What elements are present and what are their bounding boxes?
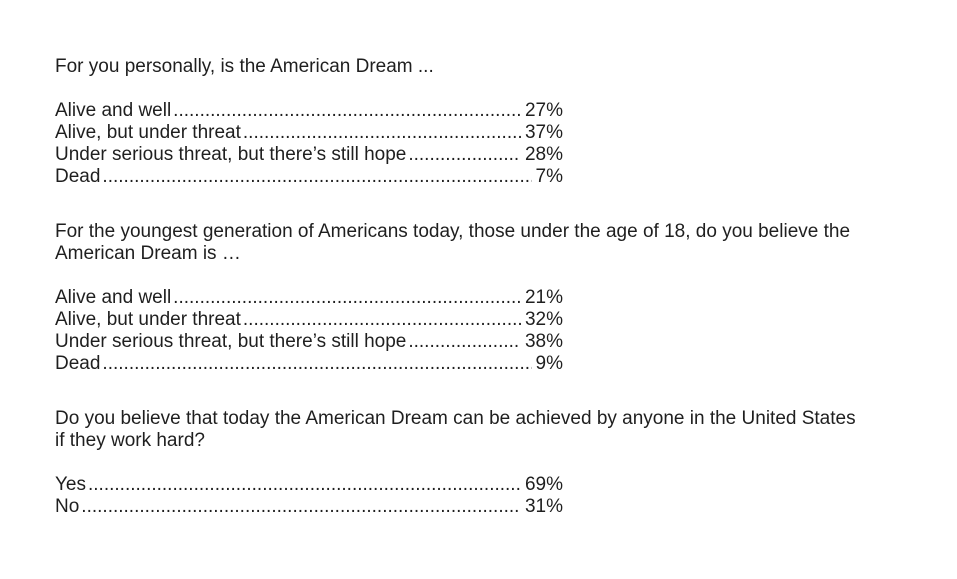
option-row: Alive and well 27% [55, 100, 563, 122]
dot-leader [171, 100, 521, 122]
option-label: Under serious threat, but there’s still … [55, 331, 407, 352]
dot-leader [241, 309, 521, 331]
option-row: No 31% [55, 496, 563, 518]
question-text: For the youngest generation of Americans… [55, 221, 851, 264]
option-row: Alive, but under threat 37% [55, 122, 563, 144]
option-label: Dead [55, 166, 101, 187]
option-row: Dead 9% [55, 353, 563, 375]
option-row: Yes 69% [55, 474, 563, 496]
option-label: Under serious threat, but there’s still … [55, 144, 407, 165]
option-label: Alive, but under threat [55, 122, 241, 143]
option-row: Under serious threat, but there’s still … [55, 331, 563, 353]
option-label: Dead [55, 353, 101, 374]
option-label: Alive and well [55, 287, 172, 308]
option-value: 21% [524, 287, 563, 308]
option-label: Yes [55, 474, 86, 495]
option-value: 38% [524, 331, 563, 352]
dot-leader [406, 144, 521, 166]
option-label: Alive and well [55, 100, 172, 121]
question-block-3: Do you believe that today the American D… [55, 408, 917, 518]
option-value: 7% [535, 166, 563, 187]
option-value: 32% [524, 309, 563, 330]
option-value: 31% [524, 496, 563, 517]
dot-leader [171, 287, 521, 309]
dot-leader [86, 474, 521, 496]
dot-leader [100, 353, 531, 375]
option-row: Alive and well 21% [55, 287, 563, 309]
question-block-2: For the youngest generation of Americans… [55, 221, 917, 375]
dot-leader [406, 331, 521, 353]
option-value: 69% [524, 474, 563, 495]
dot-leader [100, 166, 531, 188]
question-block-1: For you personally, is the American Drea… [55, 56, 917, 188]
options-list: Yes 69% No 31% [55, 474, 563, 518]
option-row: Dead 7% [55, 166, 563, 188]
dot-leader [79, 496, 521, 518]
dot-leader [241, 122, 521, 144]
options-list: Alive and well 21% Alive, but under thre… [55, 287, 563, 375]
option-row: Alive, but under threat 32% [55, 309, 563, 331]
option-value: 27% [524, 100, 563, 121]
question-text: For you personally, is the American Drea… [55, 56, 434, 77]
options-list: Alive and well 27% Alive, but under thre… [55, 100, 563, 188]
option-value: 37% [524, 122, 563, 143]
option-value: 28% [524, 144, 563, 165]
option-value: 9% [535, 353, 563, 374]
option-row: Under serious threat, but there’s still … [55, 144, 563, 166]
option-label: No [55, 496, 80, 517]
option-label: Alive, but under threat [55, 309, 241, 330]
question-text: Do you believe that today the American D… [55, 408, 856, 451]
